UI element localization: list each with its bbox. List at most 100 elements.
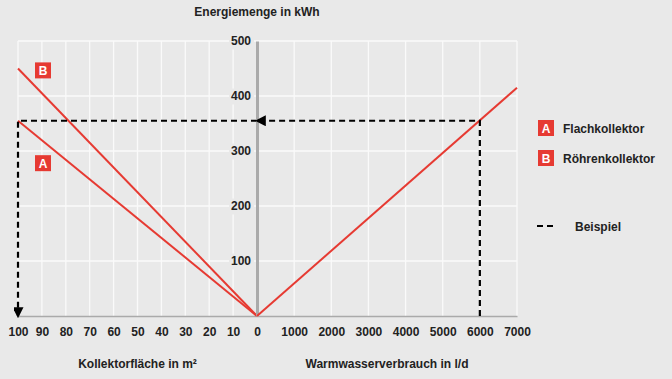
- grid-line: [232, 41, 233, 316]
- x-tick-label: 2000: [318, 325, 345, 339]
- y-tick-label-bg: [229, 254, 254, 270]
- x-tick-label: 80: [60, 325, 74, 339]
- y-axis: 100 200 300 400 500: [229, 34, 258, 317]
- x-tick: 50: [131, 316, 145, 339]
- x-tick: 100: [8, 316, 28, 339]
- grid-line: [113, 41, 114, 316]
- y-axis-title: Energiemenge in kWh: [194, 5, 319, 19]
- grid-line: [331, 41, 332, 316]
- grid-line: [257, 40, 517, 41]
- grid-line: [161, 41, 162, 316]
- panel: 100 90 80 70 60 50 40 30 20 10 A B Kollektorfläche i…: [8, 41, 257, 371]
- x-tick-label: 30: [179, 325, 193, 339]
- panel: 0 1000 2000 3000 4000 5000 6000 7000 100 200 300 40…: [194, 5, 531, 371]
- series-line: [257, 88, 517, 316]
- y-tick: 400: [229, 89, 257, 105]
- y-tick: 500: [229, 34, 257, 50]
- x-tick: 60: [107, 316, 121, 339]
- x-tick: 80: [60, 316, 74, 339]
- x-tick-label: 60: [107, 325, 121, 339]
- grid-line: [41, 41, 42, 316]
- y-axis-line: [256, 42, 259, 317]
- series-key: A: [35, 155, 51, 171]
- x-tick-label: 1000: [281, 325, 308, 339]
- grid-line: [405, 41, 406, 316]
- y-tick-label-bg: [229, 144, 254, 160]
- x-tick: 70: [84, 316, 98, 339]
- legend-item: B Röhrenkollektor: [538, 150, 655, 166]
- series-line: [18, 69, 257, 317]
- legend-item: A Flachkollektor: [538, 120, 645, 136]
- x-tick-label: 3000: [356, 325, 383, 339]
- plot-area: [257, 88, 517, 316]
- grid-line: [209, 41, 210, 316]
- x-tick: 6000: [467, 316, 494, 339]
- x-tick: 1000: [281, 316, 308, 339]
- grid-line: [442, 41, 443, 316]
- plot-area: [18, 69, 257, 317]
- background: [0, 0, 672, 379]
- legend-label: Flachkollektor: [563, 122, 645, 136]
- y-tick-label: 300: [231, 144, 251, 158]
- chart: 100 90 80 70 60 50 40 30 20 10 A B Kollektorfläche i…: [0, 0, 672, 379]
- grid-line: [18, 260, 257, 261]
- y-tick-label: 100: [231, 254, 251, 268]
- y-tick: 100: [229, 254, 257, 270]
- grid-line: [18, 95, 257, 96]
- x-tick: 3000: [356, 316, 383, 339]
- series-key: B: [35, 62, 51, 78]
- grid-line: [293, 41, 294, 316]
- x-tick: 0: [254, 316, 261, 339]
- x-tick: 20: [203, 316, 217, 339]
- y-tick-label-bg: [229, 199, 254, 215]
- grid-line: [65, 41, 66, 316]
- x-tick: 7000: [504, 316, 531, 339]
- x-tick: 5000: [430, 316, 457, 339]
- x-tick-label: 40: [155, 325, 169, 339]
- grid-line: [256, 41, 257, 316]
- grid-line: [185, 41, 186, 316]
- x-tick: 10: [227, 316, 241, 339]
- x-axis: 100 90 80 70 60 50 40 30 20 10: [8, 316, 257, 339]
- grid-line: [257, 95, 517, 96]
- legend-swatch: [537, 225, 557, 227]
- key-box: [538, 150, 554, 166]
- x-axis: 0 1000 2000 3000 4000 5000 6000 7000: [254, 316, 531, 339]
- x-tick-label: 10: [227, 325, 241, 339]
- x-axis-title: Kollektorfläche in m²: [78, 357, 197, 371]
- grid-line: [18, 205, 257, 206]
- grid-line: [257, 205, 517, 206]
- x-axis-line: [19, 316, 258, 318]
- y-tick-label-bg: [229, 34, 254, 50]
- x-tick: 90: [36, 316, 50, 339]
- x-axis-title: Warmwasserverbrauch in l/d: [306, 357, 469, 371]
- x-tick: 2000: [318, 316, 345, 339]
- x-tick-label: 7000: [504, 325, 531, 339]
- y-tick-label: 200: [231, 199, 251, 213]
- series-line: [18, 121, 257, 316]
- key-letter: B: [542, 152, 551, 166]
- x-tick-label: 5000: [430, 325, 457, 339]
- key-box: [35, 62, 51, 78]
- x-tick-label: 90: [36, 325, 50, 339]
- grid-line: [18, 40, 257, 41]
- y-tick-label: 500: [231, 34, 251, 48]
- x-axis-line: [258, 316, 518, 318]
- x-tick-label: 70: [84, 325, 98, 339]
- grid-line: [368, 41, 369, 316]
- x-tick: 30: [179, 316, 193, 339]
- key-letter: A: [542, 122, 551, 136]
- series-line: [257, 121, 480, 316]
- legend-label: Röhrenkollektor: [563, 152, 655, 166]
- grid-line: [257, 150, 517, 151]
- x-tick-label: 6000: [467, 325, 494, 339]
- grid: [18, 41, 257, 316]
- x-tick-label: 20: [203, 325, 217, 339]
- x-tick: 40: [155, 316, 169, 339]
- x-tick-label: 50: [131, 325, 145, 339]
- y-tick: 200: [229, 199, 257, 215]
- key-box: [538, 120, 554, 136]
- x-tick-label: 4000: [393, 325, 420, 339]
- legend-item: Beispiel: [537, 220, 621, 234]
- legend-label: Beispiel: [575, 220, 621, 234]
